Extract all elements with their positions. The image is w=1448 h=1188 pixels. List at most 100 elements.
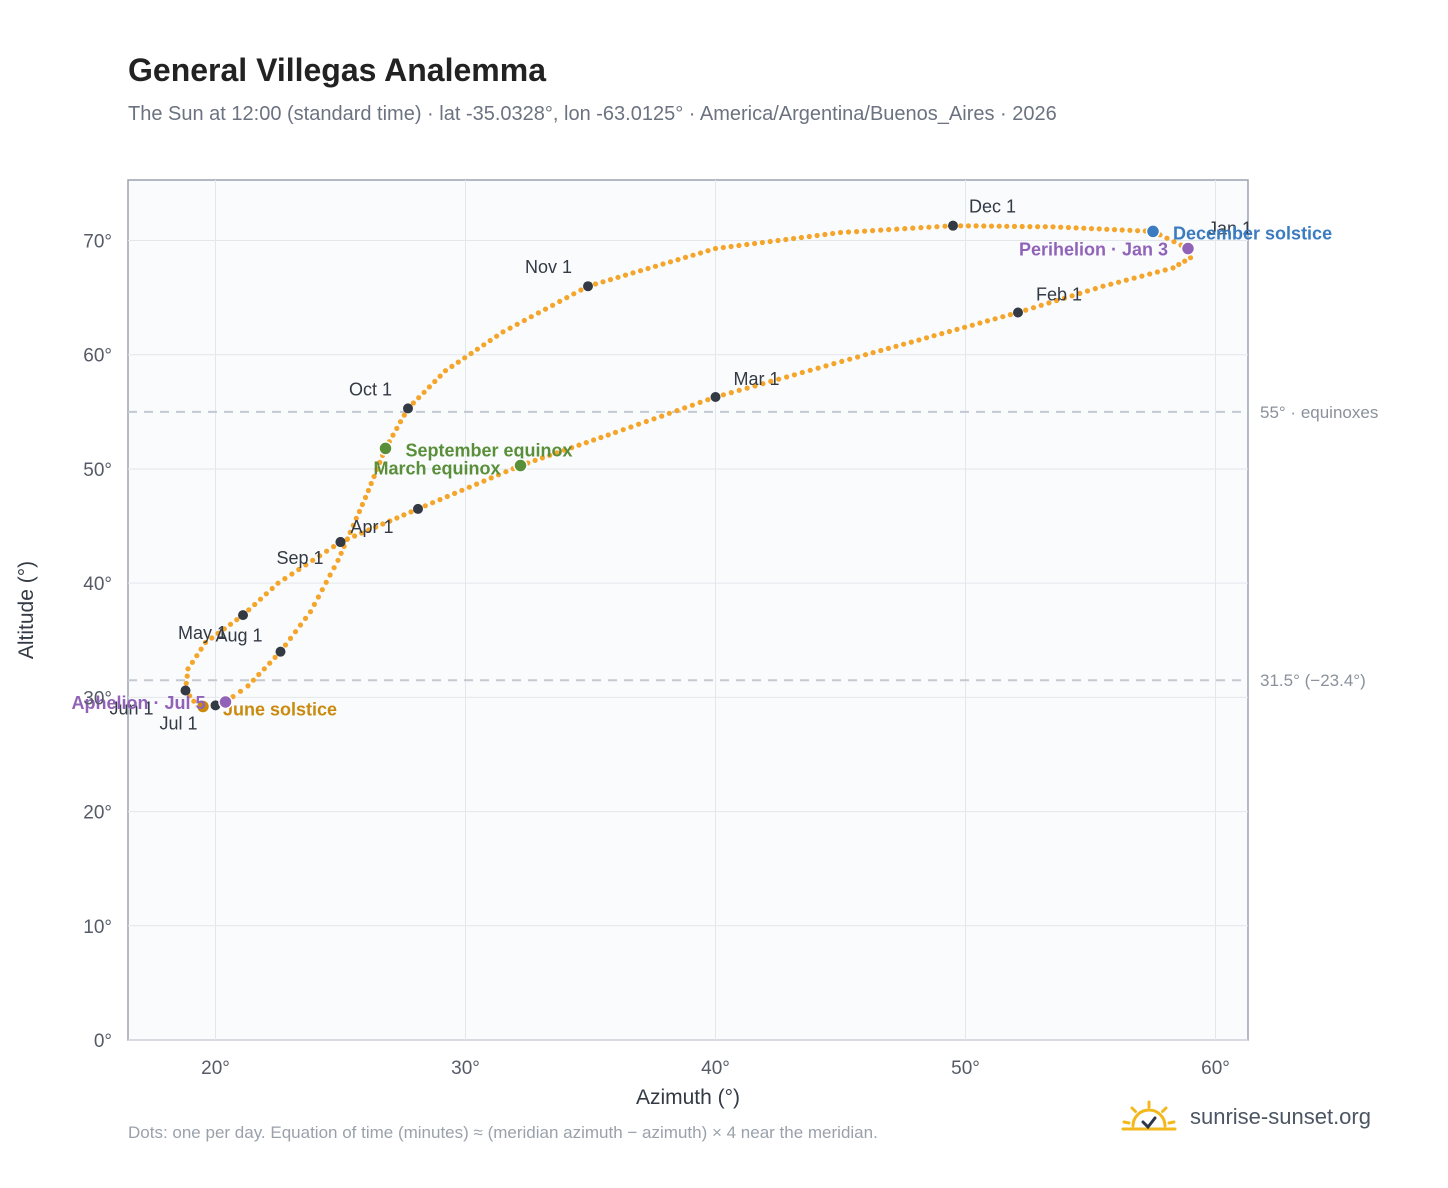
brand[interactable]: sunrise-sunset.org xyxy=(1120,1100,1371,1134)
sun-position-dot xyxy=(507,325,513,331)
month-marker xyxy=(335,537,346,548)
sun-position-dot xyxy=(319,587,325,593)
sun-position-dot xyxy=(1084,288,1091,294)
x-tick-label: 60° xyxy=(1201,1058,1230,1079)
sun-position-dot xyxy=(437,373,443,379)
event-marker xyxy=(195,699,211,714)
sun-position-dot xyxy=(1119,227,1125,233)
sun-position-dot xyxy=(612,429,619,435)
sun-position-dot xyxy=(651,416,657,422)
sun-position-dot xyxy=(495,472,502,478)
sun-position-dot xyxy=(576,442,582,448)
y-tick-label: 70° xyxy=(83,232,112,253)
sun-position-dot xyxy=(728,390,734,396)
sun-position-dot xyxy=(798,234,805,241)
sun-rise-icon xyxy=(1121,1100,1177,1131)
sun-position-dot xyxy=(421,389,427,395)
sun-position-dot xyxy=(902,226,908,232)
sun-position-dot xyxy=(1081,225,1087,231)
sun-position-dot xyxy=(682,405,688,411)
sun-position-dot xyxy=(1170,265,1176,271)
sun-position-dot xyxy=(1065,224,1071,231)
sun-position-dot xyxy=(184,673,190,679)
sun-position-dot xyxy=(1108,281,1114,287)
sun-position-dot xyxy=(1096,226,1102,232)
sun-position-dot xyxy=(954,326,960,332)
sun-position-dot xyxy=(1042,224,1048,230)
sun-position-dot xyxy=(962,324,968,330)
sun-position-dot xyxy=(630,270,636,276)
reference-line-label: 31.5° (−23.4°) xyxy=(1260,671,1366,690)
sun-position-dot xyxy=(823,363,829,369)
month-marker xyxy=(275,646,286,657)
sun-position-dot xyxy=(250,677,256,683)
sun-position-dot xyxy=(752,383,758,389)
sun-position-dot xyxy=(466,484,472,490)
sun-position-dot xyxy=(600,279,606,285)
sun-position-dot xyxy=(539,455,546,461)
sun-position-dot xyxy=(234,617,240,623)
reference-line-label: 55° · equinoxes xyxy=(1260,403,1378,422)
event-label: September equinox xyxy=(406,440,573,460)
sun-position-dot xyxy=(934,224,940,230)
sun-position-dot xyxy=(481,478,487,484)
month-marker xyxy=(583,281,593,292)
month-label: Aug 1 xyxy=(215,626,262,646)
event-label: Perihelion · Jan 3 xyxy=(1019,240,1168,260)
sun-position-dot xyxy=(315,594,321,600)
sun-position-dot xyxy=(1131,275,1137,281)
sun-position-dot xyxy=(1061,295,1067,301)
sun-position-dot xyxy=(365,487,371,494)
month-marker xyxy=(710,391,721,402)
sun-position-dot xyxy=(1000,314,1006,320)
sun-position-dot xyxy=(775,237,781,244)
sun-position-dot xyxy=(542,306,549,312)
sun-position-dot xyxy=(1058,224,1064,230)
sun-position-dot xyxy=(368,480,374,487)
sun-position-dot xyxy=(397,419,404,425)
sun-position-dot xyxy=(643,418,649,425)
sun-position-dot xyxy=(910,225,916,231)
sun-position-dot xyxy=(246,607,252,613)
sun-position-dot xyxy=(331,565,337,571)
sun-position-dot xyxy=(1154,269,1160,275)
sun-position-dot xyxy=(720,244,726,251)
sun-position-dot xyxy=(344,536,350,543)
sun-position-dot xyxy=(1135,228,1141,234)
sun-position-dot xyxy=(416,395,422,401)
sun-position-dot xyxy=(408,509,414,515)
sun-position-dot xyxy=(191,698,197,704)
sun-position-dot xyxy=(401,412,407,418)
month-label: Jul 1 xyxy=(159,713,197,733)
sun-position-dot xyxy=(720,392,727,398)
month-label: Mar 1 xyxy=(734,369,780,389)
sun-position-dot xyxy=(183,680,189,686)
sun-position-dot xyxy=(752,240,758,247)
sun-position-dot xyxy=(514,321,520,327)
sun-position-dot xyxy=(1007,312,1014,318)
sun-position-dot xyxy=(1171,239,1177,245)
sun-position-dot xyxy=(615,274,621,280)
x-tick-label: 50° xyxy=(951,1058,980,1079)
sun-position-dot xyxy=(215,630,221,637)
sun-position-dot xyxy=(437,497,443,503)
y-tick-label: 50° xyxy=(83,460,112,481)
sun-position-dot xyxy=(237,688,244,694)
sun-position-dot xyxy=(878,227,884,233)
event-label: Aphelion · Jul 5 xyxy=(71,693,205,713)
sun-position-dot xyxy=(488,475,494,481)
sun-position-dot xyxy=(831,361,837,367)
sun-position-dot xyxy=(289,571,295,577)
month-label: Jun 1 xyxy=(109,699,153,719)
sun-position-dot xyxy=(297,622,304,628)
sun-position-dot xyxy=(227,621,234,627)
sun-position-dot xyxy=(455,359,461,365)
sun-position-dot xyxy=(347,529,353,536)
sun-position-dot xyxy=(984,318,991,324)
sun-position-dot xyxy=(359,530,365,536)
month-marker xyxy=(210,700,221,711)
sun-position-dot xyxy=(221,626,227,632)
sun-position-dot xyxy=(338,550,344,556)
sun-position-dot xyxy=(442,368,449,374)
sun-position-dot xyxy=(946,328,953,335)
